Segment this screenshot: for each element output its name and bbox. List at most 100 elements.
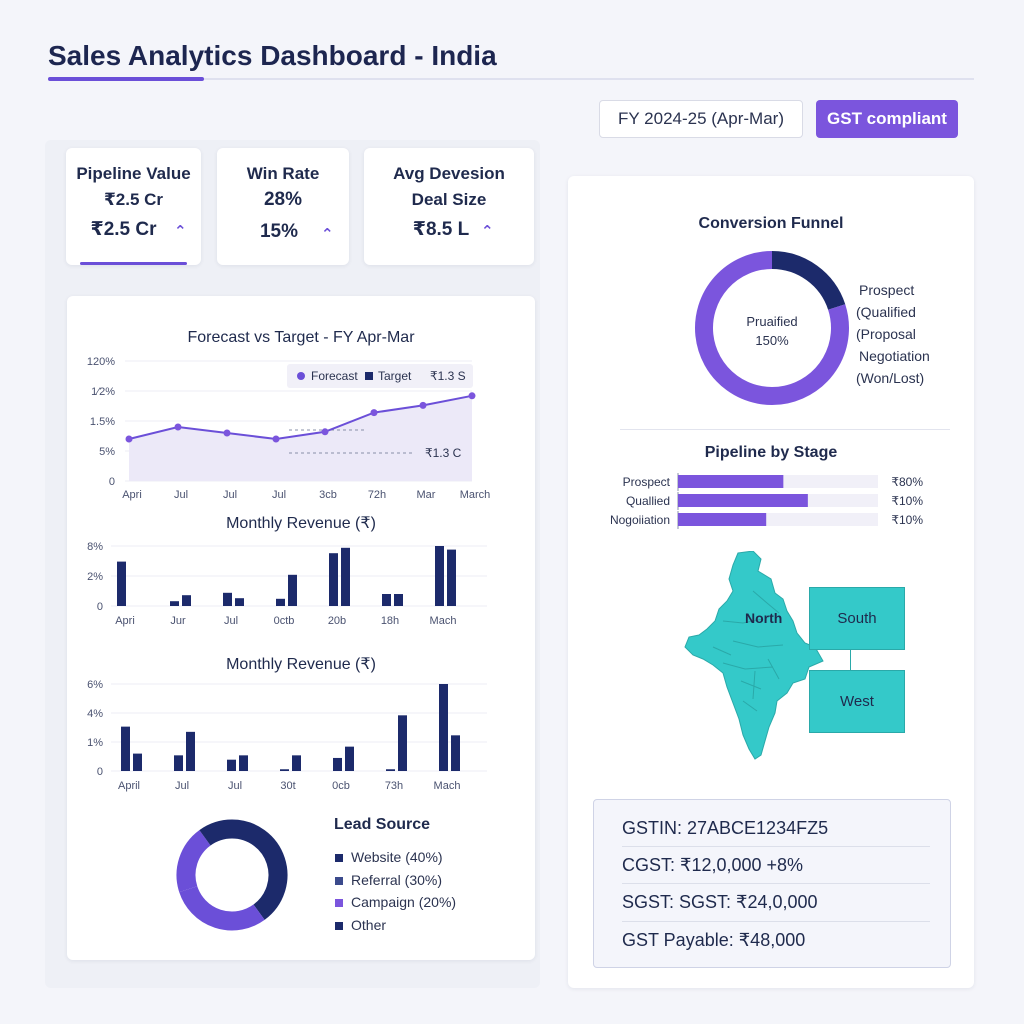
legend-item-other: Other bbox=[335, 914, 456, 937]
forecast-point[interactable] bbox=[223, 429, 231, 437]
y-tick-label: 6% bbox=[87, 679, 103, 691]
revenue-bar[interactable] bbox=[341, 547, 350, 606]
kpi-label: Win Rate bbox=[246, 164, 320, 183]
forecast-chart: 120% 1⁄2% 1.5% 5% 0 Apri Jul Jul Jul 3cb 72h Mar Ma… bbox=[87, 356, 490, 501]
x-tick-label: Mach bbox=[430, 615, 457, 627]
x-tick-label: 30t bbox=[280, 780, 295, 792]
x-tick-label: Jul bbox=[175, 780, 189, 792]
x-tick-label: 18h bbox=[381, 615, 399, 627]
stage-bar[interactable] bbox=[678, 475, 784, 488]
legend-item-referral: Referral (30%) bbox=[335, 869, 456, 892]
x-tick-label: Jul bbox=[223, 489, 237, 501]
forecast-area bbox=[129, 395, 472, 481]
revenue-bar[interactable] bbox=[170, 601, 179, 606]
legend-target-label: Target bbox=[378, 369, 412, 383]
funnel-legend-qualified: (Qualified bbox=[856, 304, 916, 320]
kpi-win-rate[interactable]: Win Rate 28% 15% ⌃ bbox=[217, 148, 349, 265]
title-divider bbox=[48, 78, 974, 80]
sgst-value: SGST: SGST: ₹24,0,000 bbox=[622, 892, 818, 912]
forecast-point[interactable] bbox=[321, 428, 329, 436]
region-connector bbox=[850, 650, 851, 670]
page-title: Sales Analytics Dashboard - India bbox=[48, 40, 497, 71]
revenue-bar[interactable] bbox=[117, 561, 126, 606]
revenue-bar[interactable] bbox=[435, 546, 444, 606]
revenue-bar[interactable] bbox=[121, 726, 130, 771]
region-box-west[interactable]: West bbox=[809, 670, 905, 733]
gst-divider bbox=[622, 883, 930, 884]
revenue-bar[interactable] bbox=[174, 755, 183, 771]
revenue-bar[interactable] bbox=[292, 755, 301, 771]
forecast-point[interactable] bbox=[468, 392, 476, 400]
x-tick-label: 73h bbox=[385, 780, 403, 792]
kpi-value: ₹2.5 Cr bbox=[103, 190, 164, 209]
donut-slice[interactable] bbox=[199, 819, 233, 846]
x-tick-label: Jul bbox=[174, 489, 188, 501]
forecast-point[interactable] bbox=[174, 423, 182, 431]
x-tick-label: Jur bbox=[170, 615, 186, 627]
stage-label: Nogoiiation bbox=[610, 513, 670, 527]
revenue-chart-2: 6% 4% 1% 0 April Jul Jul 30t 0cb 73h Mach bbox=[87, 679, 487, 792]
revenue-bar[interactable] bbox=[329, 553, 338, 606]
lead-source-legend: Website (40%) Referral (30%) Campaign (2… bbox=[335, 846, 456, 936]
revenue-bar[interactable] bbox=[235, 598, 244, 606]
revenue-bar[interactable] bbox=[345, 746, 354, 771]
revenue-bar[interactable] bbox=[386, 769, 395, 771]
stage-bar[interactable] bbox=[678, 494, 808, 507]
x-tick-label: 3cb bbox=[319, 489, 337, 501]
stage-bar[interactable] bbox=[678, 513, 767, 526]
revenue-bar[interactable] bbox=[447, 549, 456, 606]
revenue-bar[interactable] bbox=[451, 735, 460, 771]
y-tick-label: 5% bbox=[99, 446, 115, 458]
charts-card: Forecast vs Target - FY Apr-Mar 120% 1⁄2%… bbox=[67, 296, 535, 960]
funnel-legend: Prospect (Qualified (Proposal Negotiatio… bbox=[856, 279, 930, 389]
region-box-south[interactable]: South bbox=[809, 587, 905, 650]
gst-compliant-button[interactable]: GST compliant bbox=[816, 100, 958, 138]
kpi-value-secondary: 15% bbox=[259, 221, 299, 242]
x-tick-label: Jul bbox=[224, 615, 238, 627]
legend-item-campaign: Campaign (20%) bbox=[335, 891, 456, 914]
x-tick-label: April bbox=[118, 780, 140, 792]
y-tick-label: 0 bbox=[97, 601, 103, 613]
donut-slice[interactable] bbox=[695, 251, 849, 405]
revenue-bar[interactable] bbox=[239, 755, 248, 771]
revenue-bar[interactable] bbox=[223, 592, 232, 606]
forecast-point[interactable] bbox=[125, 435, 133, 443]
revenue-bar[interactable] bbox=[333, 757, 342, 771]
revenue-bar[interactable] bbox=[394, 594, 403, 606]
donut-slice[interactable] bbox=[176, 830, 211, 893]
kpi-label-secondary: Deal Size bbox=[411, 190, 487, 209]
cgst-value: CGST: ₹12,0,000 +8% bbox=[622, 855, 804, 875]
forecast-point[interactable] bbox=[419, 401, 427, 409]
kpi-pipeline-value[interactable]: Pipeline Value ₹2.5 Cr ₹2.5 Cr ⌃ bbox=[66, 148, 201, 265]
revenue-bar[interactable] bbox=[280, 769, 289, 771]
map-state-borders bbox=[712, 590, 784, 712]
revenue-bar[interactable] bbox=[398, 715, 407, 771]
revenue-bar[interactable] bbox=[288, 574, 297, 606]
india-map-shape[interactable] bbox=[684, 551, 824, 760]
revenue-chart-title-2: Monthly Revenue (₹) bbox=[226, 656, 376, 673]
forecast-point[interactable] bbox=[272, 435, 280, 443]
legend-forecast-marker bbox=[297, 372, 305, 380]
kpi-value-secondary: ₹2.5 Cr bbox=[90, 219, 157, 240]
title-accent-bar bbox=[48, 77, 204, 81]
forecast-point[interactable] bbox=[370, 409, 378, 417]
revenue-bar[interactable] bbox=[133, 753, 142, 771]
donut-slice[interactable] bbox=[231, 819, 288, 920]
kpi-avg-deal-size[interactable]: Avg Devesion Deal Size ₹8.5 L ⌃ bbox=[364, 148, 534, 265]
donut-slice[interactable] bbox=[771, 251, 846, 311]
legend-item-website: Website (40%) bbox=[335, 846, 456, 869]
revenue-bar[interactable] bbox=[382, 594, 391, 606]
revenue-bar[interactable] bbox=[186, 731, 195, 771]
funnel-center-value: 150% bbox=[755, 333, 789, 348]
y-tick-label: 8% bbox=[87, 541, 103, 553]
funnel-center-label: Pruaified bbox=[746, 314, 797, 329]
fiscal-year-selector[interactable]: FY 2024-25 (Apr-Mar) bbox=[599, 100, 803, 138]
revenue-bar[interactable] bbox=[276, 598, 285, 606]
lead-source-donut bbox=[176, 819, 288, 931]
revenue-bar[interactable] bbox=[182, 595, 191, 606]
donut-slice[interactable] bbox=[179, 885, 265, 931]
lead-source-title: Lead Source bbox=[334, 816, 431, 833]
revenue-bar[interactable] bbox=[227, 759, 236, 771]
pipeline-bar-chart: Prospect ₹80% Quallied ₹10% Nogoiiation ₹10% bbox=[610, 473, 923, 529]
revenue-bar[interactable] bbox=[439, 684, 448, 771]
